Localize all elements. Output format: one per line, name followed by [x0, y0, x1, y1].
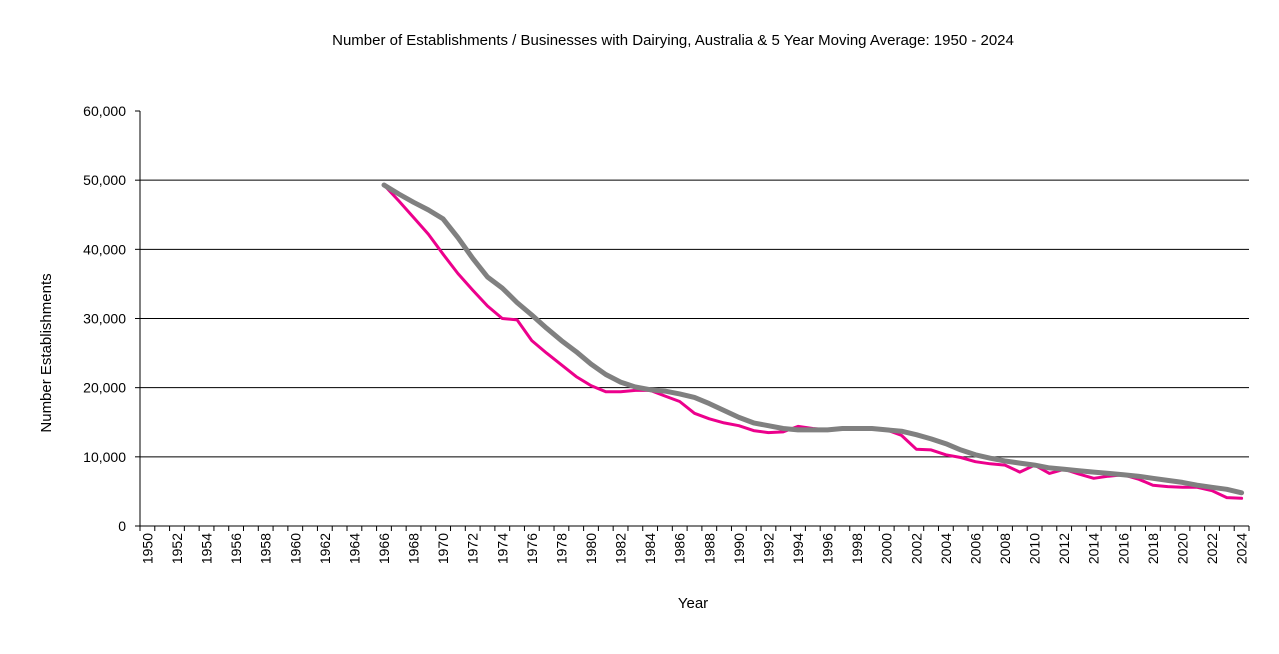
x-tick-label: 2022	[1204, 533, 1220, 564]
series-group	[381, 182, 1245, 500]
y-tick-label: 10,000	[83, 449, 126, 465]
x-tick-label: 1960	[287, 533, 303, 564]
x-tick-label: 1980	[583, 533, 599, 564]
x-tick-label: 1998	[849, 533, 865, 564]
y-axis-label: Number Establishments	[38, 273, 55, 432]
x-tick-label: 2024	[1234, 533, 1250, 564]
x-tick-label: 1974	[494, 533, 510, 564]
chart-title: Number of Establishments / Businesses wi…	[332, 32, 1014, 49]
x-tick-label: 1986	[672, 533, 688, 564]
gridlines	[140, 179, 1249, 458]
y-tick-label: 40,000	[83, 241, 126, 257]
x-tick-label: 1982	[613, 533, 629, 564]
x-tick-label: 1988	[701, 533, 717, 564]
x-axis-label: Year	[678, 595, 708, 612]
x-tick-label: 1952	[169, 533, 185, 564]
x-tick-label: 1962	[317, 533, 333, 564]
x-axis: 1950 1952 1954 1956 1958 1960 1962 1964 1966 1968…	[139, 525, 1250, 564]
x-tick-label: 1958	[258, 533, 274, 564]
x-tick-label: 1966	[376, 533, 392, 564]
x-tick-label: 2014	[1086, 533, 1102, 564]
x-tick-label: 1996	[820, 533, 836, 564]
y-tick-label: 30,000	[83, 311, 126, 327]
x-tick-label: 1972	[465, 533, 481, 564]
x-tick-label: 1994	[790, 533, 806, 564]
x-tick-label: 1992	[760, 533, 776, 564]
x-tick-label: 1990	[731, 533, 747, 564]
series-line-establishments	[382, 183, 1244, 500]
x-tick-label: 2000	[879, 533, 895, 564]
series-line-moving-average	[381, 182, 1245, 496]
x-tick-label: 1964	[346, 533, 362, 564]
x-tick-label: 1968	[406, 533, 422, 564]
x-tick-label: 2018	[1145, 533, 1161, 564]
x-tick-label: 2010	[1027, 533, 1043, 564]
x-tick-label: 1956	[228, 533, 244, 564]
x-tick-label: 2020	[1174, 533, 1190, 564]
y-tick-label: 0	[118, 518, 126, 534]
x-tick-label: 2008	[997, 533, 1013, 564]
x-tick-label: 1970	[435, 533, 451, 564]
x-tick-label: 2006	[967, 533, 983, 564]
x-tick-label: 1984	[642, 533, 658, 564]
y-axis: 0 10,000 20,000 30,000 40,000 50,000 60,000	[83, 103, 141, 534]
x-tick-label: 1950	[139, 533, 155, 564]
x-tick-label: 1976	[524, 533, 540, 564]
x-tick-label: 1978	[553, 533, 569, 564]
x-tick-label: 2012	[1056, 533, 1072, 564]
x-tick-label: 2016	[1115, 533, 1131, 564]
y-tick-label: 20,000	[83, 380, 126, 396]
x-tick-label: 2004	[938, 533, 954, 564]
y-tick-label: 50,000	[83, 172, 126, 188]
y-tick-label: 60,000	[83, 103, 126, 119]
x-tick-label: 2002	[908, 533, 924, 564]
x-tick-label: 1954	[199, 533, 215, 564]
